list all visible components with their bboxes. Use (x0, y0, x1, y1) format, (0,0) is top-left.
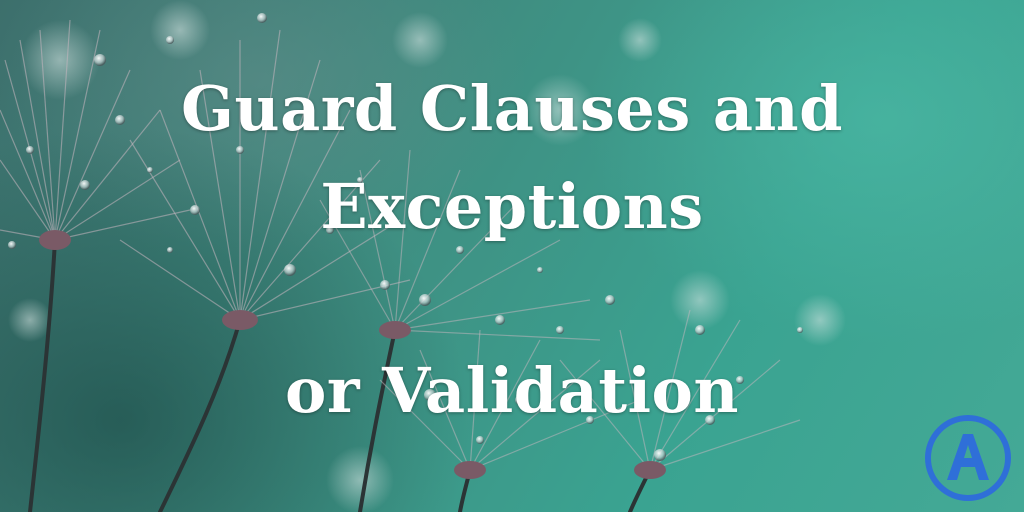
seed-head-bottom (379, 309, 801, 471)
seed-head-center (119, 29, 411, 321)
seed-head-right (319, 149, 601, 341)
water-droplets (8, 13, 803, 461)
title-line-2: Exceptions (320, 170, 704, 243)
seed-head-left (0, 19, 191, 241)
letter-a-logo-icon (925, 415, 1011, 501)
bokeh-highlights (8, 0, 846, 512)
title-line-3: or Validation (285, 354, 739, 427)
seed-receptacles (39, 230, 666, 479)
title-line-1: Guard Clauses and (181, 72, 843, 145)
